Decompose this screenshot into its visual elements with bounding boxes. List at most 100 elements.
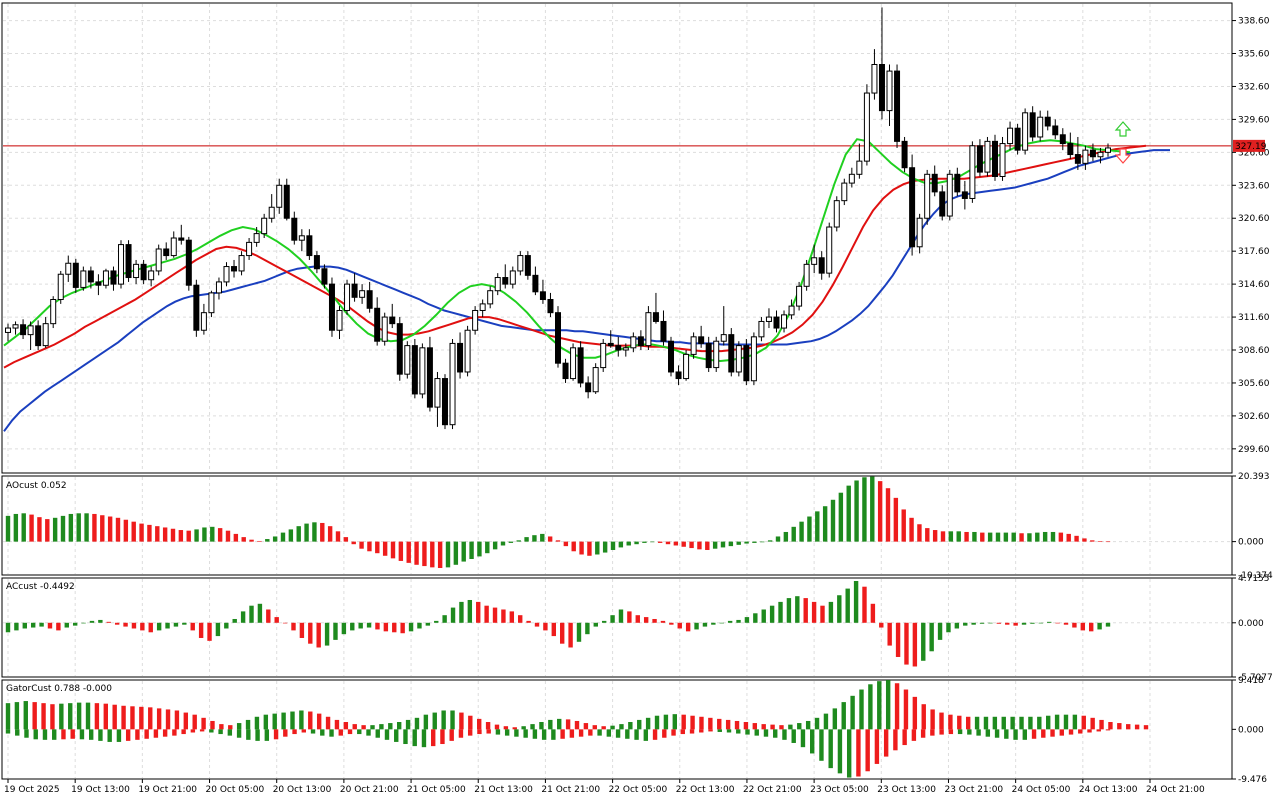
ao-bar xyxy=(100,515,105,542)
gator-upper-bar xyxy=(281,712,286,730)
ao-bar xyxy=(225,530,231,542)
gator-upper-bar xyxy=(734,720,740,730)
gator-panel[interactable]: 9.418 0.000 -9.476 xyxy=(1,676,1267,785)
price-panel[interactable]: 338.60 335.60 332.60 329.60 326.60 323.60 320.… xyxy=(1,2,1270,474)
ac-bar xyxy=(937,622,943,640)
ac-bar xyxy=(366,622,372,628)
candle-body xyxy=(562,362,569,380)
ao-bar xyxy=(115,517,121,542)
candle-body xyxy=(856,160,863,175)
ao-bar xyxy=(815,511,820,542)
candle-body xyxy=(668,340,675,373)
ao-bar xyxy=(775,536,781,542)
candle-body xyxy=(472,309,479,331)
gator-lower-bar xyxy=(856,729,861,777)
ao-bar xyxy=(1011,532,1016,542)
gator-upper-bar xyxy=(94,703,100,730)
candle-body xyxy=(615,345,622,351)
gator-upper-bar xyxy=(930,709,935,730)
ao-bar xyxy=(131,521,136,542)
ao-bar xyxy=(233,533,239,542)
candle-body xyxy=(803,263,810,287)
ac-bar xyxy=(156,622,162,631)
ac-bar xyxy=(1030,622,1035,624)
gator-lower-bar xyxy=(791,729,796,743)
ac-bar xyxy=(635,615,640,623)
candle-body xyxy=(713,340,720,369)
ao-bar xyxy=(948,531,954,542)
sell-arrow-icon xyxy=(1114,148,1132,164)
gator-lower-bar xyxy=(467,729,473,736)
ac-bar xyxy=(1063,622,1069,625)
gator-upper-bar xyxy=(663,714,669,730)
ao-bar xyxy=(822,506,828,542)
candle-body xyxy=(374,307,381,342)
gator-upper-bar xyxy=(228,725,233,730)
ac-bar xyxy=(173,622,179,627)
ac-bar xyxy=(308,622,313,644)
time-tick-label: 19 Oct 21:00 xyxy=(138,785,197,795)
gator-upper-bar xyxy=(868,684,873,730)
gator-lower-bar xyxy=(532,729,538,739)
gator-upper-bar xyxy=(396,722,402,730)
price-tick-label: 335.60 xyxy=(1238,50,1270,60)
ac-bar xyxy=(30,622,36,628)
candle-body xyxy=(140,263,147,281)
candle-body xyxy=(344,283,351,311)
gator-lower-bar xyxy=(1096,729,1101,732)
gator-lower-bar xyxy=(190,729,196,733)
gator-upper-bar xyxy=(423,714,429,730)
ao-bar xyxy=(202,527,207,542)
candle-body xyxy=(42,323,49,347)
gator-upper-bar xyxy=(1028,716,1033,730)
candle-body xyxy=(27,325,34,336)
ac-bar xyxy=(921,622,926,661)
ao-bar xyxy=(312,522,317,542)
candle-body xyxy=(781,314,788,329)
gator-upper-bar xyxy=(361,725,366,730)
ao-bar xyxy=(547,536,553,542)
ac-bar xyxy=(509,611,515,623)
gator-lower-bar xyxy=(920,729,926,738)
price-tick-label: 326.60 xyxy=(1238,148,1270,158)
ac-bar xyxy=(1089,622,1094,632)
gator-lower-bar xyxy=(320,729,325,736)
gator-lower-bar xyxy=(717,729,722,732)
ac-panel[interactable]: 4.7155 0.000 -5.7077 xyxy=(1,574,1273,683)
ao-bar xyxy=(862,477,867,542)
ao-bar xyxy=(736,541,741,545)
ac-bar xyxy=(1055,622,1060,624)
ac-bar xyxy=(106,621,111,623)
ac-bar xyxy=(249,605,254,623)
ao-bar xyxy=(563,541,569,547)
ao-bar xyxy=(571,541,576,552)
gator-lower-bar xyxy=(24,729,29,738)
gator-lower-bar xyxy=(477,729,482,735)
gator-lower-bar xyxy=(70,729,75,739)
ao-panel[interactable]: 20.393 0.000 -10.374 xyxy=(1,472,1273,581)
gator-upper-bar xyxy=(645,717,651,730)
current-price-tag xyxy=(1233,139,1265,152)
candle-body xyxy=(637,336,644,347)
candle-body xyxy=(916,217,923,248)
candle-body xyxy=(65,262,72,275)
ac-bar xyxy=(257,603,263,623)
gator-lower-bar xyxy=(865,729,870,772)
candle-body xyxy=(788,305,795,316)
gator-upper-bar xyxy=(299,710,304,730)
gator-lower-bar xyxy=(606,729,612,737)
ao-bar xyxy=(304,523,309,542)
ao-bar xyxy=(744,541,749,544)
gator-lower-bar xyxy=(1087,729,1092,733)
gator-lower-bar xyxy=(560,729,565,739)
gator-lower-bar xyxy=(33,729,38,740)
time-tick-label: 22 Oct 21:00 xyxy=(743,785,802,795)
indicator-tick-label: -9.476 xyxy=(1238,775,1267,785)
ao-bar xyxy=(987,532,993,542)
gator-lower-bar xyxy=(431,729,436,747)
gator-upper-bar xyxy=(717,718,722,730)
ao-bar xyxy=(1019,533,1024,542)
gator-upper-bar xyxy=(894,683,900,730)
gator-upper-bar xyxy=(1072,714,1078,730)
